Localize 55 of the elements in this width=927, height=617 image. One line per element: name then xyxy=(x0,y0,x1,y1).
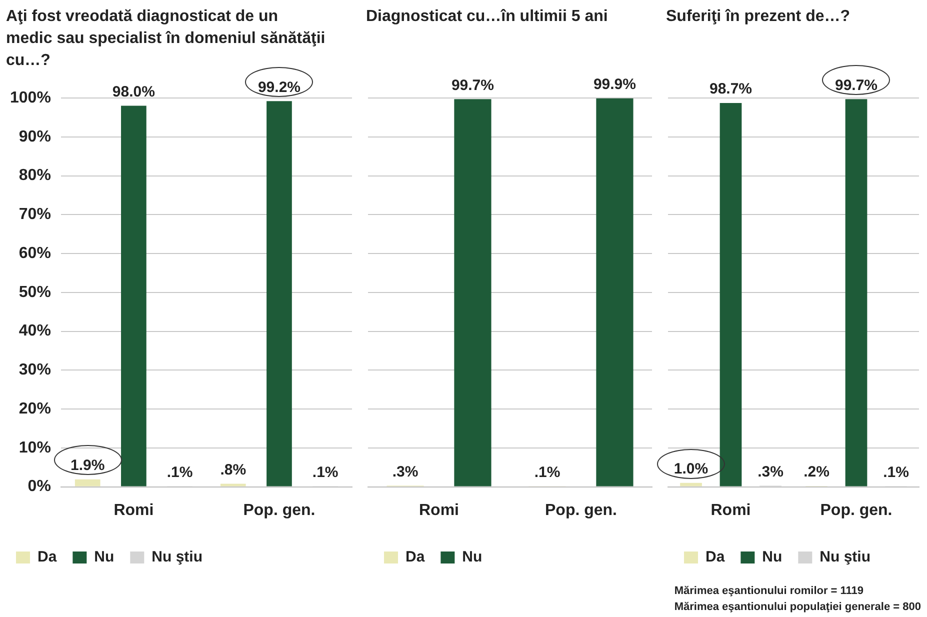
bar xyxy=(845,99,868,486)
y-tick-label: 50% xyxy=(18,284,51,301)
y-tick-label: 60% xyxy=(18,244,51,262)
y-tick-label: 20% xyxy=(18,400,51,418)
y-tick-label: 10% xyxy=(18,439,51,456)
data-label: 1.0% xyxy=(674,460,708,478)
data-label: 99.7% xyxy=(834,76,878,94)
bar xyxy=(121,106,146,486)
chart-title: Aţi fost vreodată diagnosticat de un medic sau specialist în domeniul sănătăţii cu…? xyxy=(6,7,326,71)
legend-label: Da xyxy=(38,548,58,566)
y-tick-label: 80% xyxy=(18,167,51,184)
x-tick-label: Pop. gen. xyxy=(820,502,892,519)
data-label: .3% xyxy=(758,463,784,480)
data-label: 99.9% xyxy=(593,76,636,94)
data-label: .1% xyxy=(534,464,560,482)
legend-label: Nu ştiu xyxy=(152,548,203,566)
legend-label: Da xyxy=(706,548,726,566)
x-tick-label: Romi xyxy=(419,502,459,519)
data-label: 99.2% xyxy=(258,78,301,96)
chart-title: Diagnosticat cu…în ultimii 5 ani xyxy=(366,7,609,27)
y-tick-label: 30% xyxy=(18,362,51,379)
data-label: .3% xyxy=(392,463,418,480)
legend-label: Nu xyxy=(94,548,114,566)
y-tick-label: 40% xyxy=(18,322,51,340)
bar xyxy=(720,103,742,486)
bar xyxy=(596,98,634,486)
bar xyxy=(74,479,100,486)
data-label: 99.7% xyxy=(451,76,494,94)
y-tick-label: 90% xyxy=(18,128,51,146)
x-tick-label: Pop. gen. xyxy=(243,502,316,519)
bar xyxy=(266,101,292,486)
y-tick-label: 70% xyxy=(18,206,51,224)
text: Mărimea eşantionului populaţiei generale = 800 xyxy=(674,600,921,615)
legend-label: Da xyxy=(406,548,426,566)
data-label: 1.9% xyxy=(70,457,105,474)
data-label: .2% xyxy=(804,464,830,481)
y-tick-label: 100% xyxy=(10,89,51,106)
data-label: .1% xyxy=(883,464,909,482)
data-label: .1% xyxy=(166,464,193,482)
data-label: .1% xyxy=(312,464,338,482)
x-tick-label: Romi xyxy=(114,502,154,519)
legend-label: Nu ştiu xyxy=(820,548,871,566)
x-tick-label: Pop. gen. xyxy=(545,502,617,519)
chart-title: Suferiţi în prezent de…? xyxy=(666,7,852,27)
bar xyxy=(220,484,246,486)
x-tick-label: Romi xyxy=(710,502,751,519)
bar xyxy=(454,99,492,486)
text: Mărimea eşantionului romilor = 1119 xyxy=(674,584,865,599)
data-label: .8% xyxy=(220,461,246,478)
legend-label: Nu xyxy=(462,548,482,566)
data-label: 98.0% xyxy=(112,83,155,100)
legend-label: Nu xyxy=(762,548,782,566)
data-label: 98.7% xyxy=(709,80,752,98)
bar xyxy=(680,482,702,486)
y-tick-label: 0% xyxy=(28,478,51,496)
